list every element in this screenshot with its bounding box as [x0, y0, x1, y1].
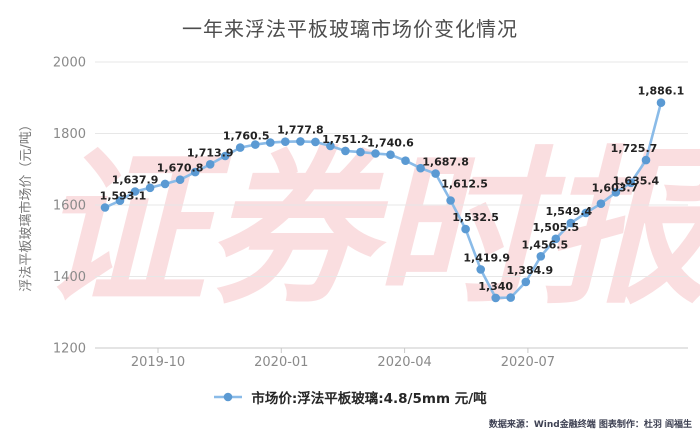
data-label: 1,603.7	[592, 182, 639, 195]
data-point	[551, 234, 561, 244]
data-label: 1,740.6	[367, 137, 414, 150]
data-point	[235, 143, 245, 152]
data-label: 1,419.9	[463, 251, 510, 264]
data-point	[491, 293, 501, 303]
data-label: 1,687.8	[422, 156, 469, 169]
y-tick-label: 1600	[53, 199, 86, 214]
legend-label: 市场价:浮法平板玻璃:4.8/5mm 元/吨	[251, 391, 487, 407]
data-label: 1,593.1	[100, 190, 147, 203]
data-point	[160, 179, 170, 189]
data-point	[596, 199, 606, 208]
data-label: 1,760.5	[223, 130, 270, 143]
y-axis-title: 浮法平板玻璃市场价（元/吨）	[18, 118, 34, 291]
data-point	[506, 293, 515, 302]
data-label: 1,670.8	[157, 162, 204, 175]
data-point	[296, 137, 305, 146]
x-tick-label: 2020-04	[377, 355, 431, 370]
data-point	[461, 224, 470, 234]
data-point	[521, 277, 531, 287]
price-line	[104, 102, 663, 300]
data-point	[311, 137, 320, 147]
data-label: 1,725.7	[611, 142, 658, 155]
data-point	[536, 251, 546, 261]
data-point	[401, 156, 410, 165]
page-title: 一年来浮法平板玻璃市场价变化情况	[182, 17, 518, 41]
data-label: 1,777.8	[277, 123, 324, 136]
data-label: 1,384.9	[506, 264, 553, 277]
data-point	[130, 187, 140, 196]
data-label: 1,713.9	[187, 146, 234, 159]
data-point	[626, 178, 636, 188]
chart-legend: 市场价:浮法平板玻璃:4.8/5mm 元/吨	[0, 387, 700, 407]
data-point	[251, 140, 260, 149]
data-point	[476, 265, 486, 274]
data-label: 1,637.9	[112, 174, 159, 187]
data-point	[115, 196, 125, 205]
y-tick-label: 1200	[53, 342, 86, 357]
data-point	[220, 151, 230, 161]
data-label: 1,612.5	[441, 178, 488, 191]
y-tick-label: 1800	[53, 127, 86, 142]
data-point	[611, 188, 621, 197]
data-label: 1,886.1	[638, 85, 685, 98]
data-point	[386, 150, 395, 159]
data-label: 1,549.4	[545, 205, 592, 218]
x-tick-label: 2020-07	[501, 355, 555, 370]
data-point	[416, 163, 425, 173]
data-point	[266, 138, 275, 147]
data-point	[145, 183, 155, 193]
data-point	[175, 175, 185, 184]
data-point	[431, 169, 440, 178]
data-point	[326, 141, 335, 151]
x-tick-label: 2019-10	[131, 355, 185, 370]
data-label: 1,751.2	[322, 133, 369, 146]
legend-marker-icon	[214, 392, 243, 402]
source-credit: 数据来源：Wind金融终端 图表制作：杜羽 阎福生	[488, 420, 692, 430]
data-label: 1,635.4	[613, 174, 660, 187]
data-point	[446, 196, 455, 205]
data-label: 1,340	[478, 280, 513, 293]
data-point	[356, 147, 365, 157]
data-point	[371, 149, 380, 158]
x-tick-label: 2020-01	[254, 355, 308, 370]
data-point	[281, 137, 290, 146]
data-label: 1,456.5	[521, 238, 568, 251]
data-point	[190, 167, 200, 177]
y-tick-label: 1400	[53, 270, 86, 285]
data-point	[566, 218, 576, 228]
data-point	[100, 203, 110, 212]
data-point	[656, 98, 666, 107]
data-point	[341, 146, 350, 156]
data-point	[205, 160, 215, 169]
data-point	[641, 155, 651, 165]
data-point	[581, 208, 591, 218]
y-tick-label: 2000	[53, 56, 86, 71]
data-label: 1,532.5	[452, 211, 499, 224]
data-label: 1,505.5	[532, 221, 579, 234]
